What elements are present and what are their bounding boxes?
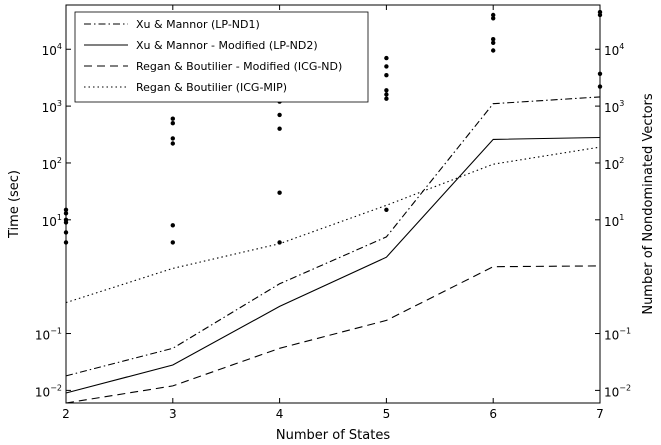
series-line-dashed: [65, 265, 601, 404]
x-tick-label: 3: [169, 407, 177, 421]
y-tick-label: 103: [42, 99, 62, 115]
y-axis-label-left: Time (sec): [7, 170, 22, 239]
nondominated-point: [277, 190, 282, 195]
y-tick-label: 104: [604, 42, 624, 58]
nondominated-point: [491, 48, 496, 53]
nondominated-point: [170, 116, 175, 121]
nondominated-point: [597, 12, 603, 18]
nondominated-point: [63, 230, 69, 235]
y-tick-label: 10−1: [35, 327, 62, 343]
points-layer: [63, 9, 603, 245]
nondominated-point: [491, 40, 496, 45]
nondominated-point: [384, 55, 389, 61]
nondominated-point: [384, 207, 389, 212]
x-tick-label: 2: [62, 407, 70, 421]
legend-label: Xu & Mannor (LP-ND1): [136, 18, 260, 31]
y-tick-label: 104: [42, 42, 62, 58]
y-tick-label: 10−1: [604, 327, 631, 343]
x-tick-label: 6: [489, 407, 497, 421]
nondominated-point: [63, 240, 69, 245]
nondominated-point: [384, 96, 389, 101]
nondominated-point: [170, 240, 175, 245]
x-tick-label: 7: [596, 407, 604, 421]
x-tick-label: 5: [383, 407, 391, 421]
series-layer: [65, 96, 601, 404]
y-tick-label: 102: [42, 156, 62, 172]
legend-label: Regan & Boutilier (ICG-MIP): [136, 81, 287, 94]
y-tick-label: 10−2: [604, 383, 631, 399]
nondominated-point: [597, 71, 603, 77]
nondominated-point: [277, 112, 282, 118]
legend: Xu & Mannor (LP-ND1) Xu & Mannor - Modifi…: [74, 11, 369, 103]
nondominated-point: [170, 136, 175, 141]
y-tick-label: 10−2: [35, 383, 62, 399]
nondominated-point: [491, 37, 496, 42]
nondominated-point: [277, 126, 282, 131]
nondominated-point: [170, 121, 175, 126]
legend-box: [74, 11, 369, 103]
nondominated-point: [491, 16, 496, 21]
y-tick-label: 101: [42, 213, 62, 229]
y-axis-label-right: Number of Nondominated Vectors: [641, 93, 656, 315]
nondominated-point: [63, 220, 69, 225]
nondominated-point: [384, 64, 389, 69]
nondominated-point: [170, 223, 175, 228]
nondominated-point: [63, 211, 69, 216]
nondominated-point: [597, 84, 603, 89]
series-line-solid: [65, 136, 601, 394]
nondominated-point: [170, 141, 175, 146]
y-tick-label: 102: [604, 156, 624, 172]
nondominated-point: [384, 73, 389, 78]
nondominated-point: [384, 88, 389, 93]
legend-label: Xu & Mannor - Modified (LP-ND2): [136, 39, 318, 52]
nondominated-point: [491, 12, 496, 18]
nondominated-point: [277, 240, 282, 245]
series-line-dashdot: [65, 96, 601, 377]
x-tick-label: 4: [276, 407, 284, 421]
legend-label: Regan & Boutilier - Modified (ICG-ND): [136, 60, 342, 73]
x-axis-label: Number of States: [276, 428, 390, 443]
nondominated-point: [384, 92, 389, 97]
nondominated-point: [63, 207, 69, 212]
y-tick-label: 103: [604, 99, 624, 115]
y-tick-label: 101: [604, 213, 624, 229]
